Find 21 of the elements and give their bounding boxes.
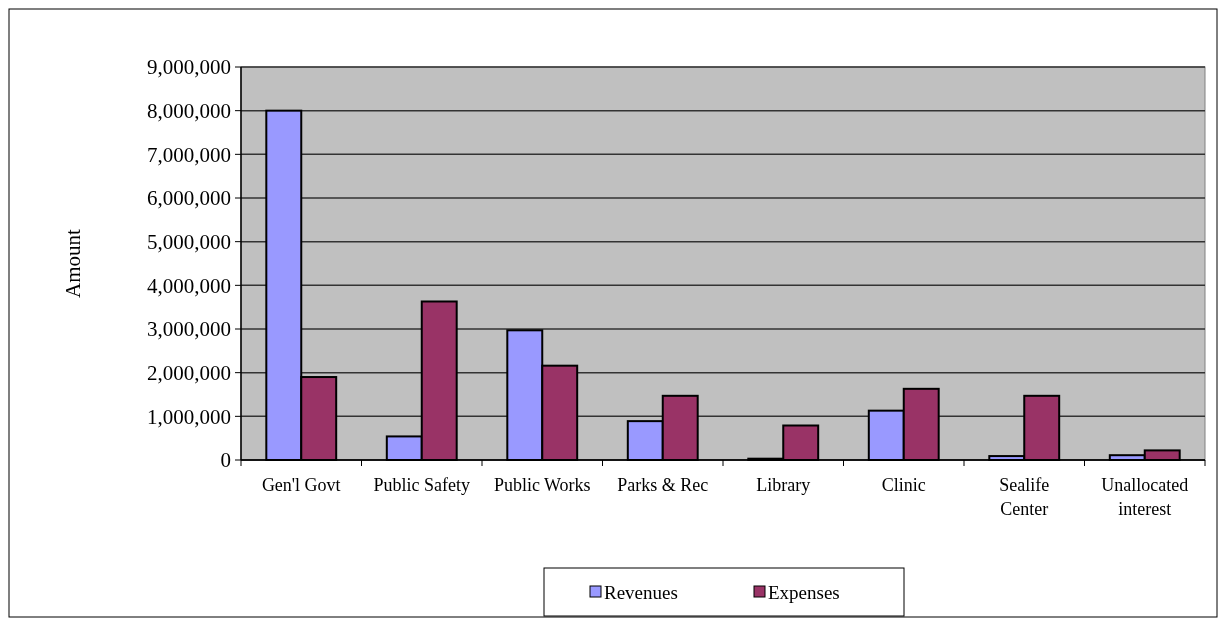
x-tick-label: Public Safety — [373, 475, 470, 495]
legend-label: Expenses — [768, 581, 840, 603]
x-tick-label: Clinic — [881, 475, 926, 495]
x-tick-label: Library — [756, 475, 811, 495]
y-tick-label: 2,000,000 — [147, 361, 231, 386]
y-tick-label: 9,000,000 — [147, 55, 231, 80]
x-tick-label: Sealife Center — [999, 475, 1050, 519]
y-tick-label: 4,000,000 — [147, 273, 231, 298]
y-tick-label: 1,000,000 — [147, 404, 231, 429]
y-tick-label: 7,000,000 — [147, 142, 231, 167]
x-tick-label: Gen'l Govt — [261, 475, 341, 495]
y-tick-label: 0 — [220, 448, 231, 473]
y-tick-label: 6,000,000 — [147, 186, 231, 211]
x-tick-label: Public Works — [493, 475, 591, 495]
x-tick-label: Unallocated interest — [1101, 475, 1189, 519]
y-tick-label: 5,000,000 — [147, 230, 231, 255]
y-tick-label: 3,000,000 — [147, 317, 231, 342]
x-tick-label: Parks & Rec — [617, 475, 709, 495]
y-tick-label: 8,000,000 — [147, 99, 231, 124]
y-axis-title: Amount — [61, 228, 85, 298]
legend-label: Revenues — [604, 581, 678, 603]
